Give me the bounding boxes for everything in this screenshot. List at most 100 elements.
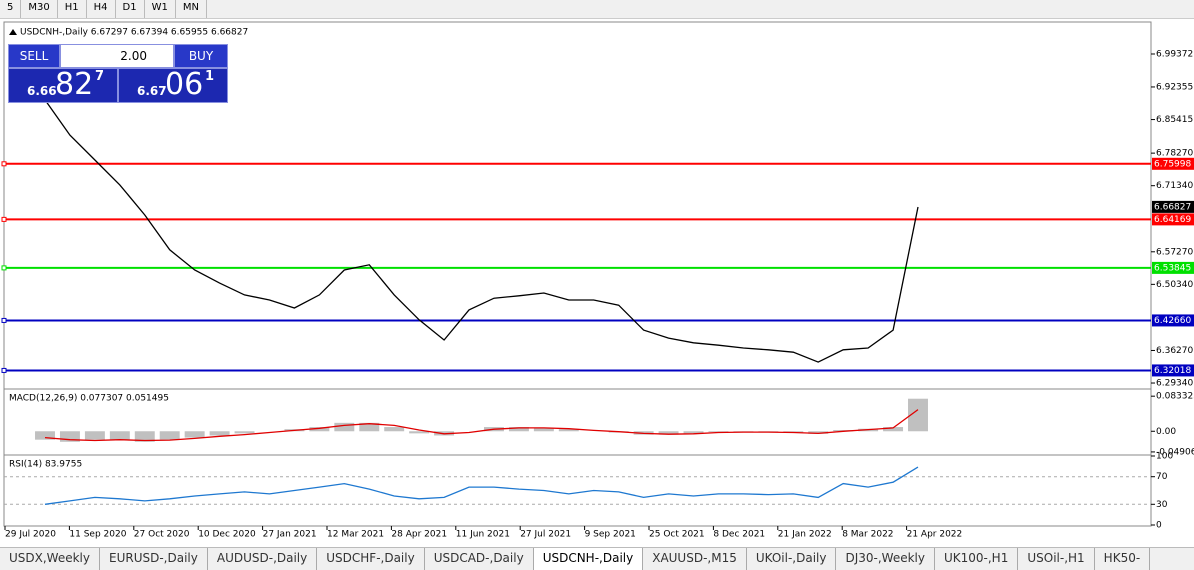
- timeframe-button[interactable]: H4: [87, 0, 116, 18]
- chart-tab[interactable]: HK50-: [1095, 548, 1151, 570]
- macd-bar: [558, 429, 579, 432]
- y-tick-label: 30: [1156, 500, 1168, 510]
- sell-button[interactable]: SELL: [8, 44, 60, 68]
- macd-bar: [384, 427, 405, 432]
- macd-bar: [184, 431, 205, 438]
- y-tick-label: 0.083325: [1156, 392, 1194, 402]
- y-tick-label: 6.92355: [1156, 82, 1193, 92]
- chart-tab[interactable]: UKOil-,Daily: [747, 548, 837, 570]
- rsi-pane: [3, 454, 1152, 527]
- macd-bar: [658, 431, 679, 435]
- signal-line: [44, 409, 919, 442]
- y-tick-label: 0: [1156, 521, 1162, 531]
- macd-bar: [883, 427, 904, 432]
- y-tick-label: 6.85415: [1156, 115, 1193, 125]
- bid-big: 6.66: [27, 84, 57, 98]
- timeframe-button[interactable]: MN: [176, 0, 207, 18]
- timeframe-button[interactable]: 5: [0, 0, 22, 18]
- x-tick-label: 27 Jul 2021: [520, 530, 571, 540]
- x-tick-label: 12 Mar 2021: [327, 530, 384, 540]
- level-tag: [1152, 157, 1194, 170]
- macd-bar: [808, 431, 829, 434]
- level-label: 6.75998: [1154, 159, 1191, 169]
- macd-bar: [234, 431, 255, 434]
- macd-bar: [209, 431, 230, 436]
- level-handle: [1, 161, 7, 167]
- bid-price[interactable]: 6.66 82 7: [8, 67, 118, 103]
- ask-main: 06: [165, 67, 204, 102]
- y-tick-label: 70: [1156, 472, 1168, 482]
- macd-bar: [134, 431, 155, 442]
- chart-tab[interactable]: EURUSD-,Daily: [100, 548, 208, 570]
- chart-tab[interactable]: AUDUSD-,Daily: [208, 548, 318, 570]
- ask-price[interactable]: 6.67 06 1: [118, 67, 228, 103]
- timeframe-button[interactable]: D1: [116, 0, 145, 18]
- x-tick-label: 27 Oct 2020: [134, 530, 190, 540]
- x-tick-label: 29 Jul 2020: [5, 530, 56, 540]
- macd-bar: [159, 431, 180, 440]
- y-tick-label: 6.36270: [1156, 346, 1193, 356]
- price-line: [44, 99, 919, 363]
- chart-tab[interactable]: XAUUSD-,M15: [643, 548, 747, 570]
- level-tag: [1152, 364, 1194, 377]
- level-tag: [1152, 261, 1194, 274]
- collapse-icon[interactable]: [9, 29, 17, 35]
- chart-tab[interactable]: USDCHF-,Daily: [317, 548, 425, 570]
- x-tick-label: 8 Dec 2021: [713, 530, 765, 540]
- chart-tab[interactable]: USDCAD-,Daily: [425, 548, 534, 570]
- x-tick-label: 10 Dec 2020: [198, 530, 256, 540]
- one-click-trading: SELL 2.00 BUY 6.66 82 7 6.67 06 1: [8, 44, 228, 103]
- macd-bar: [109, 431, 130, 440]
- chart-tab[interactable]: USDCNH-,Daily: [533, 548, 644, 570]
- chart: USDCNH-,Daily 6.67297 6.67394 6.65955 6.…: [1, 21, 1194, 540]
- x-tick-label: 11 Jun 2021: [456, 530, 510, 540]
- macd-bar: [708, 431, 729, 433]
- chart-tab[interactable]: UK100-,H1: [935, 548, 1019, 570]
- chart-tab[interactable]: DJ30-,Weekly: [836, 548, 935, 570]
- lot-value: 2.00: [120, 49, 147, 63]
- macd-bar: [508, 427, 529, 432]
- macd-bar: [533, 427, 554, 432]
- x-tick-label: 21 Jan 2022: [778, 530, 832, 540]
- chart-tab[interactable]: USDX,Weekly: [0, 548, 100, 570]
- bid-main: 82: [55, 67, 94, 102]
- buy-button[interactable]: BUY: [174, 44, 228, 68]
- macd-bar: [84, 431, 105, 440]
- lot-input[interactable]: 2.00: [60, 44, 174, 68]
- x-tick-label: 21 Apr 2022: [907, 530, 963, 540]
- current-price-tag: [1152, 200, 1194, 213]
- chart-tab[interactable]: USOil-,H1: [1018, 548, 1095, 570]
- level-label: 6.42660: [1154, 316, 1191, 326]
- macd-bar: [35, 431, 55, 440]
- x-tick-label: 25 Oct 2021: [649, 530, 705, 540]
- level-label: 6.64169: [1154, 215, 1191, 225]
- chart-header: USDCNH-,Daily 6.67297 6.67394 6.65955 6.…: [20, 28, 248, 38]
- y-tick-label: 6.57270: [1156, 247, 1193, 257]
- rsi-line: [44, 466, 919, 505]
- x-tick-label: 27 Jan 2021: [263, 530, 317, 540]
- y-tick-label: 6.50340: [1156, 280, 1193, 290]
- macd-pane: [3, 388, 1152, 456]
- y-tick-label: 6.29340: [1156, 379, 1193, 389]
- level-tag: [1152, 213, 1194, 226]
- macd-bar: [833, 430, 854, 432]
- y-tick-label: 0.00: [1156, 427, 1176, 437]
- chart-tabs: USDX,Weekly EURUSD-,Daily AUDUSD-,Daily USD…: [0, 547, 1194, 570]
- bid-small: 7: [95, 69, 105, 84]
- y-tick-label: 6.71340: [1156, 181, 1193, 191]
- macd-bar: [409, 431, 430, 434]
- level-handle: [1, 367, 7, 373]
- timeframe-button[interactable]: W1: [145, 0, 176, 18]
- y-tick-label: -0.049068: [1156, 447, 1194, 457]
- x-tick-label: 28 Apr 2021: [391, 530, 447, 540]
- macd-bar: [908, 398, 928, 432]
- timeframe-toolbar: 5 M30 H1 H4 D1 W1 MN: [0, 0, 1194, 19]
- x-tick-label: 8 Mar 2022: [842, 530, 893, 540]
- timeframe-button[interactable]: H1: [58, 0, 87, 18]
- level-tag: [1152, 314, 1194, 327]
- macd-bar: [59, 431, 80, 442]
- timeframe-button[interactable]: M30: [21, 0, 58, 18]
- indicator-title: RSI(14) 83.9755: [9, 460, 82, 470]
- x-tick-label: 11 Sep 2020: [69, 530, 126, 540]
